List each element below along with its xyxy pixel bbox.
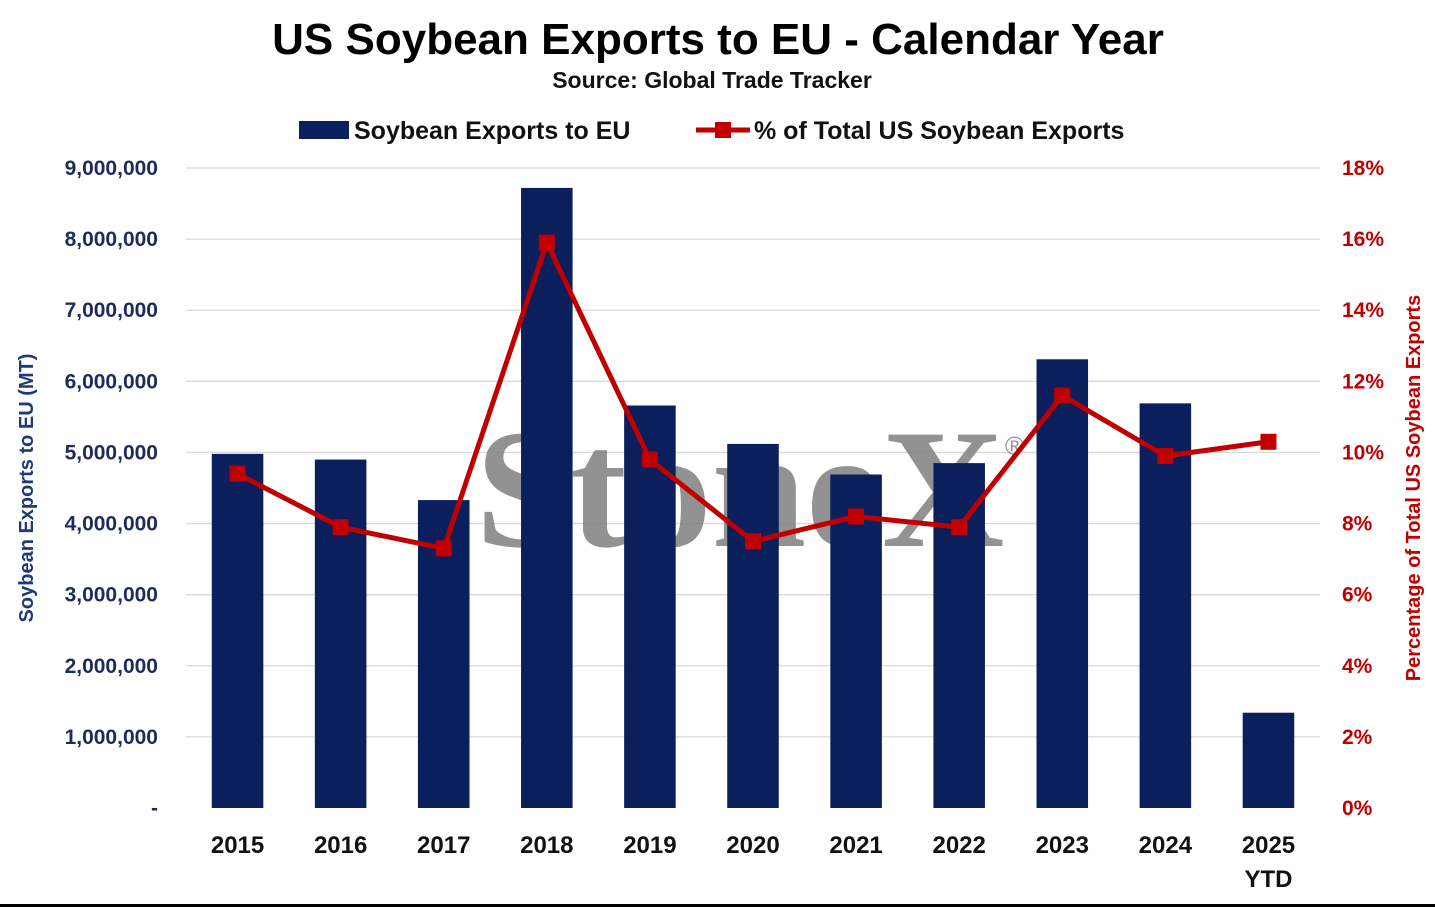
x-tick-label: 2016 (314, 832, 367, 859)
x-tick-label-line: 2017 (417, 832, 470, 859)
x-tick-label-line: 2023 (1036, 832, 1089, 859)
line-marker (745, 533, 761, 550)
x-tick-label: 2020 (726, 832, 779, 859)
y-tick-label-right: 4% (1342, 655, 1373, 678)
legend-label-line: % of Total US Soybean Exports (754, 117, 1124, 145)
y-tick-label-right: 18% (1342, 157, 1384, 180)
y-tick-label-left: 6,000,000 (65, 370, 158, 393)
legend: Soybean Exports to EU % of Total US Soyb… (299, 117, 1124, 145)
line-marker (1054, 387, 1071, 404)
y-axis-right-ticks: 0% 2% 4% 6% 8% 10% 12% 14% 16% 18% (1342, 157, 1384, 820)
x-tick-label: 2025 YTD (1242, 832, 1295, 893)
y-tick-label-right: 16% (1342, 228, 1384, 251)
y-tick-label-left: 7,000,000 (65, 299, 158, 322)
bar (1139, 403, 1192, 808)
line-marker (1157, 448, 1174, 464)
bar-series (211, 187, 1295, 808)
y-tick-label-left: - (151, 797, 158, 820)
x-tick-label: 2023 (1036, 832, 1089, 859)
x-tick-label: 2017 (417, 832, 470, 859)
x-axis-ticks: 2015 2016 2017 2018 2019 2020 2021 2022 2023 2024… (211, 832, 1295, 893)
y-tick-label-right: 0% (1342, 797, 1373, 820)
line-marker (538, 234, 555, 251)
y-tick-label-left: 5,000,000 (65, 441, 158, 464)
x-tick-label: 2018 (520, 832, 573, 859)
y-tick-label-left: 9,000,000 (65, 157, 158, 180)
y-tick-label-left: 3,000,000 (65, 584, 158, 607)
y-axis-left-ticks: - 1,000,000 2,000,000 3,000,000 4,000,000 5,0… (65, 157, 158, 820)
line-marker (1260, 433, 1277, 450)
bar (727, 443, 779, 808)
bottom-border (0, 904, 1435, 907)
y-tick-label-right: 10% (1342, 441, 1384, 464)
x-tick-label-line: 2016 (314, 832, 367, 859)
line-marker (848, 508, 865, 525)
x-tick-label-line: 2021 (829, 832, 882, 859)
y-tick-label-right: 12% (1342, 370, 1384, 393)
legend-swatch-bar (299, 121, 349, 139)
line-marker (641, 451, 658, 468)
x-tick-label-line: 2020 (726, 832, 779, 859)
y-axis-left-title: Soybean Exports to EU (MT) (16, 354, 38, 623)
y-tick-label-right: 14% (1342, 299, 1384, 322)
legend-swatch-marker (715, 122, 731, 138)
x-tick-label: 2019 (623, 832, 676, 859)
x-tick-label-line: 2018 (520, 832, 573, 859)
line-marker (332, 519, 349, 536)
x-tick-label: 2015 (211, 832, 264, 859)
y-axis-right-title: Percentage of Total US Soybean Exports (1403, 295, 1425, 681)
chart-title: US Soybean Exports to EU - Calendar Year (272, 15, 1164, 64)
line-marker (951, 519, 968, 536)
x-tick-label-line: 2019 (623, 832, 676, 859)
x-tick-label-line: 2025 (1242, 832, 1295, 859)
bar (211, 453, 264, 808)
bar (933, 463, 985, 808)
line-marker (435, 540, 452, 557)
legend-label-bar: Soybean Exports to EU (354, 117, 630, 145)
x-tick-label: 2024 (1139, 832, 1193, 859)
x-tick-label-line: YTD (1244, 866, 1292, 893)
line-marker (229, 465, 246, 482)
y-tick-label-left: 8,000,000 (65, 228, 158, 251)
bar (1242, 712, 1295, 808)
chart-subtitle: Source: Global Trade Tracker (552, 67, 872, 93)
y-tick-label-left: 1,000,000 (65, 726, 158, 749)
y-tick-label-right: 2% (1342, 726, 1373, 749)
bar (830, 474, 882, 808)
y-tick-label-left: 4,000,000 (65, 513, 158, 536)
bar (314, 459, 367, 808)
y-tick-label-right: 6% (1342, 584, 1373, 607)
y-tick-label-right: 8% (1342, 513, 1373, 536)
x-tick-label: 2021 (829, 832, 882, 859)
y-tick-label-left: 2,000,000 (65, 655, 158, 678)
x-tick-label-line: 2024 (1139, 832, 1193, 859)
x-tick-label: 2022 (932, 832, 985, 859)
bar (1036, 359, 1089, 808)
x-tick-label-line: 2022 (932, 832, 985, 859)
line-series (229, 234, 1277, 557)
x-tick-label-line: 2015 (211, 832, 264, 859)
